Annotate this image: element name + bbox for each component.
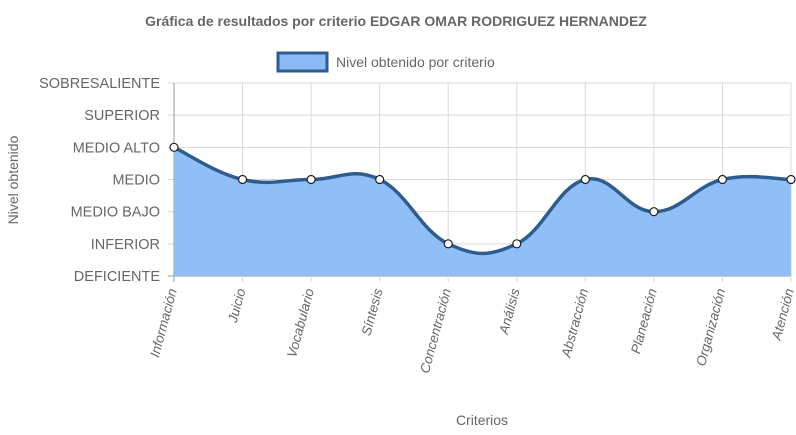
x-tick-label: Abstracción: [558, 287, 591, 360]
y-axis-title: Nivel obtenido: [5, 135, 21, 224]
data-point-2[interactable]: [306, 174, 316, 185]
data-point-1[interactable]: [237, 174, 248, 185]
data-point-4[interactable]: [443, 239, 453, 249]
x-tick-label: Información: [147, 287, 180, 359]
data-point-9[interactable]: [786, 174, 796, 185]
data-point-0[interactable]: [169, 142, 179, 152]
x-tick-label: Atención: [769, 287, 796, 343]
x-tick-label: Síntesis: [359, 287, 386, 338]
legend[interactable]: Nivel obtenido por criterio: [276, 51, 495, 73]
y-tick-label: SOBRESALIENTE: [39, 76, 160, 92]
x-tick-label: Análisis: [496, 287, 523, 337]
data-point-5[interactable]: [512, 239, 522, 249]
data-point-8[interactable]: [717, 174, 728, 185]
x-tick-label: Organización: [693, 287, 728, 368]
series-line: [173, 145, 792, 256]
y-tick-label: SUPERIOR: [84, 108, 160, 124]
data-point-6[interactable]: [580, 174, 590, 185]
y-axis-ticks: DEFICIENTE INFERIOR MEDIO BAJO MEDIO MEDIO A…: [39, 76, 160, 285]
legend-label[interactable]: Nivel obtenido por criterio: [336, 54, 495, 70]
y-tick-label: MEDIO BAJO: [71, 205, 160, 221]
y-tick-label: INFERIOR: [91, 237, 160, 253]
data-point-3[interactable]: [375, 174, 385, 185]
x-tick-label: Concentración: [417, 287, 454, 375]
x-axis-ticks: Información Juicio Vocabulario Síntesis Conc…: [147, 286, 796, 374]
chart-title: Gráfica de resultados por criterio EDGAR…: [145, 13, 647, 29]
x-axis-title: Criterios: [456, 412, 508, 428]
data-point-7[interactable]: [649, 207, 659, 217]
x-tick-label: Juicio: [225, 286, 249, 325]
y-tick-label: MEDIO ALTO: [73, 140, 160, 156]
legend-swatch[interactable]: [276, 51, 329, 73]
series-points[interactable]: [169, 142, 796, 249]
x-tick-label: Vocabulario: [284, 286, 317, 359]
y-tick-label: MEDIO: [112, 173, 160, 189]
y-tick-label: DEFICIENTE: [74, 269, 161, 285]
x-tick-label: Planeación: [628, 287, 660, 355]
